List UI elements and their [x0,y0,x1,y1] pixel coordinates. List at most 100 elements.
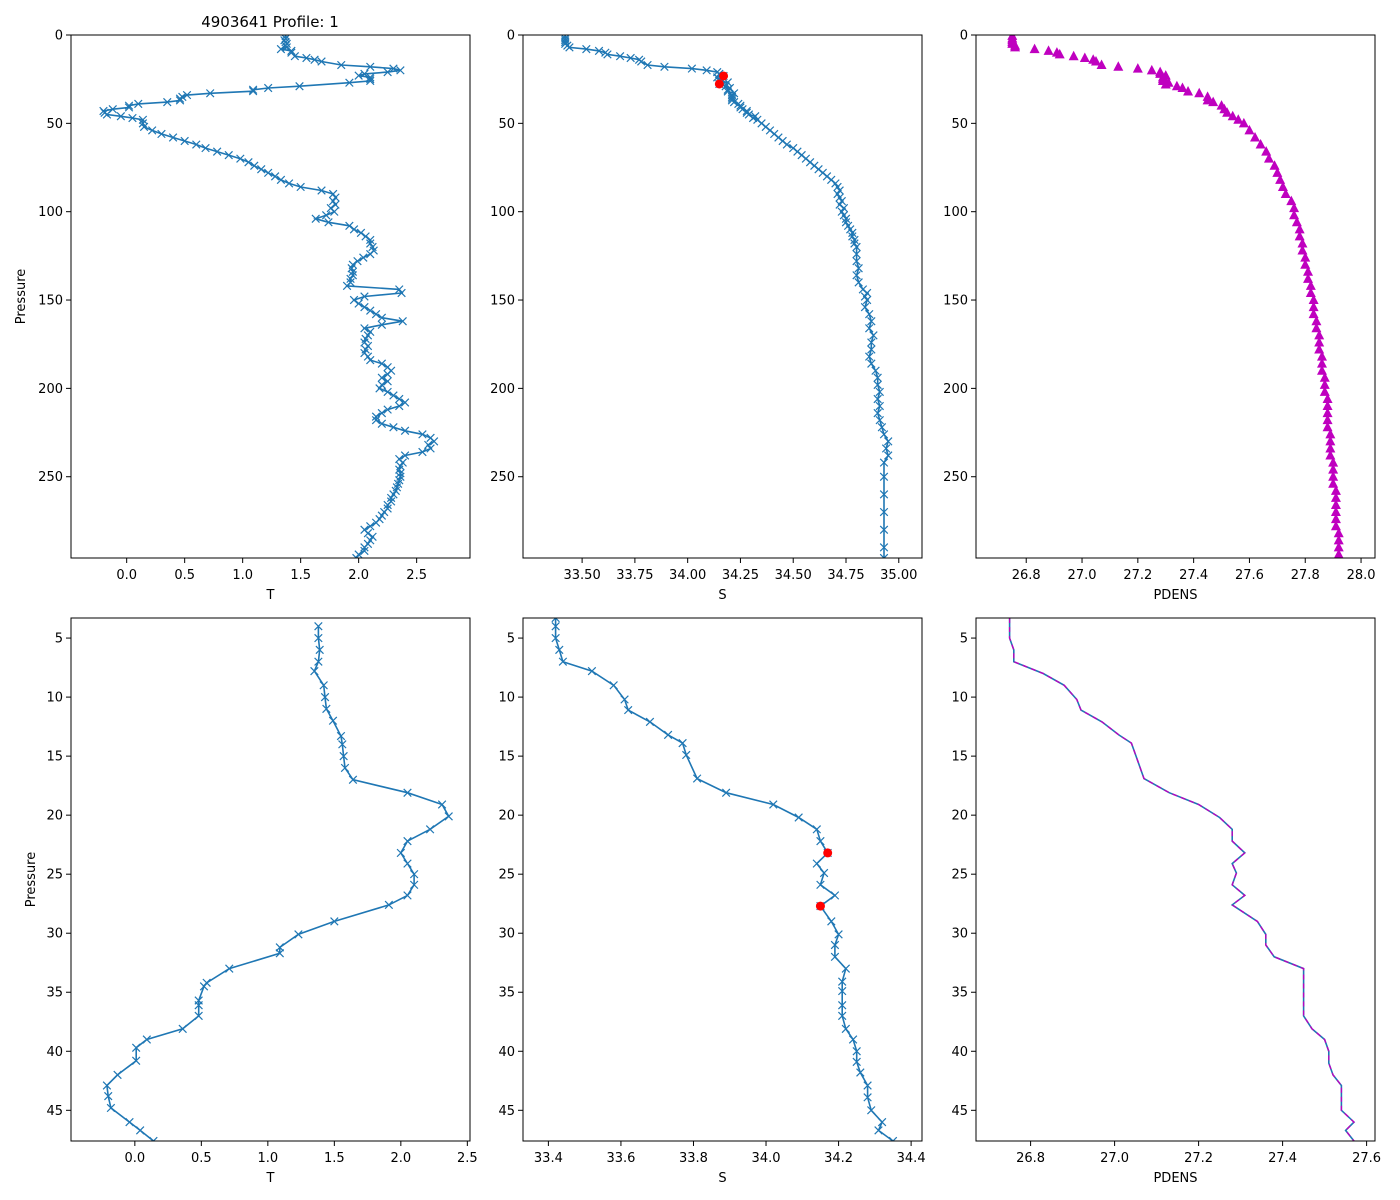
y-tick-label: 50 [951,117,968,132]
x-marker [819,868,829,878]
x-marker [852,1057,861,1067]
x-tick-label: 0.0 [124,1151,145,1166]
x-marker [558,657,568,666]
x-marker [852,242,861,252]
y-tick-label: 10 [46,691,63,706]
x-marker [375,384,384,393]
x-marker [852,249,861,259]
density-marker [1275,174,1286,184]
density-marker [1316,365,1327,375]
x-marker [314,622,323,631]
plot-area [551,618,898,1141]
x-marker [852,256,861,266]
x-marker [827,917,836,926]
x-marker [864,309,874,319]
x-tick-label: 27.8 [1291,568,1320,583]
density-marker [1308,301,1319,312]
x-axis-label: S [718,1171,726,1186]
x-marker [194,1001,203,1010]
density-marker [1227,110,1238,121]
x-tick-label: 34.2 [824,1151,853,1166]
density-marker [1177,82,1188,93]
x-marker [353,256,362,266]
density-marker [1183,86,1194,96]
density-marker [1308,294,1319,305]
x-marker [366,249,375,259]
x-tick-label: 34.4 [897,1151,926,1166]
x-marker [294,930,303,939]
panel-top-temperature: 0.0 0.5 1.0 1.5 2.0 2.5 0 50 100 150 200 250 T Pressu… [14,29,471,603]
x-marker [248,86,258,96]
density-marker [1250,131,1261,142]
x-marker [643,60,652,70]
x-marker [106,1103,116,1113]
x-tick-label: 26.8 [1012,568,1041,583]
x-marker [128,113,137,123]
x-marker [345,78,354,87]
y-tick-label: 30 [498,927,515,942]
y-tick-label: 15 [951,750,968,765]
x-tick-label: 28.0 [1347,568,1376,583]
x-marker [389,391,398,400]
y-tick-label: 45 [951,1104,968,1119]
density-marker [1328,457,1339,467]
density-marker [1314,336,1325,347]
x-marker [338,740,347,749]
x-marker [864,352,874,361]
density-marker [1238,117,1249,128]
x-marker [377,408,387,418]
density-marker [1325,428,1336,439]
y-tick-label: 40 [498,1045,515,1060]
x-marker [113,1070,122,1080]
y-tick-label: 10 [951,691,968,706]
axes-frame [975,617,1376,1142]
y-tick-label: 10 [498,691,515,706]
x-tick-label: 33.8 [679,1151,708,1166]
x-marker [396,66,405,75]
x-marker [104,1091,113,1101]
x-marker [366,355,375,365]
plot-area [560,35,893,558]
density-marker [1272,167,1283,177]
x-marker [168,133,178,142]
density-marker [1316,351,1327,361]
x-marker [837,1001,847,1010]
density-marker [1328,471,1339,481]
x-marker [311,214,320,223]
x-marker [339,751,348,761]
axes-frame [70,617,471,1142]
x-marker [377,313,387,322]
x-marker [830,952,840,962]
x-marker [290,51,300,61]
x-marker [603,50,612,59]
x-marker [102,1081,112,1090]
x-marker [135,1126,145,1135]
y-tick-label: 40 [46,1045,63,1060]
x-marker [854,278,863,287]
x-marker [723,85,733,94]
x-marker [263,83,273,93]
x-marker [310,55,319,64]
x-marker [348,267,358,276]
y-tick-label: 50 [498,117,515,132]
x-marker [877,423,887,432]
density-marker [1146,64,1157,75]
x-marker [863,1093,872,1102]
x-marker [837,977,847,986]
x-marker [400,451,410,460]
x-tick-label: 26.8 [1016,1151,1045,1166]
density-marker [1202,94,1213,105]
x-marker [582,44,591,54]
y-tick-label: 20 [498,809,515,824]
y-tick-label: 5 [960,632,968,647]
x-marker [875,387,885,397]
x-marker [314,657,323,666]
x-marker [366,76,375,86]
density-marker [1319,386,1330,396]
x-marker [324,218,333,227]
x-tick-label: 27.0 [1100,1151,1129,1166]
density-marker [1314,344,1325,354]
x-marker [663,730,673,740]
density-marker [1328,478,1339,488]
